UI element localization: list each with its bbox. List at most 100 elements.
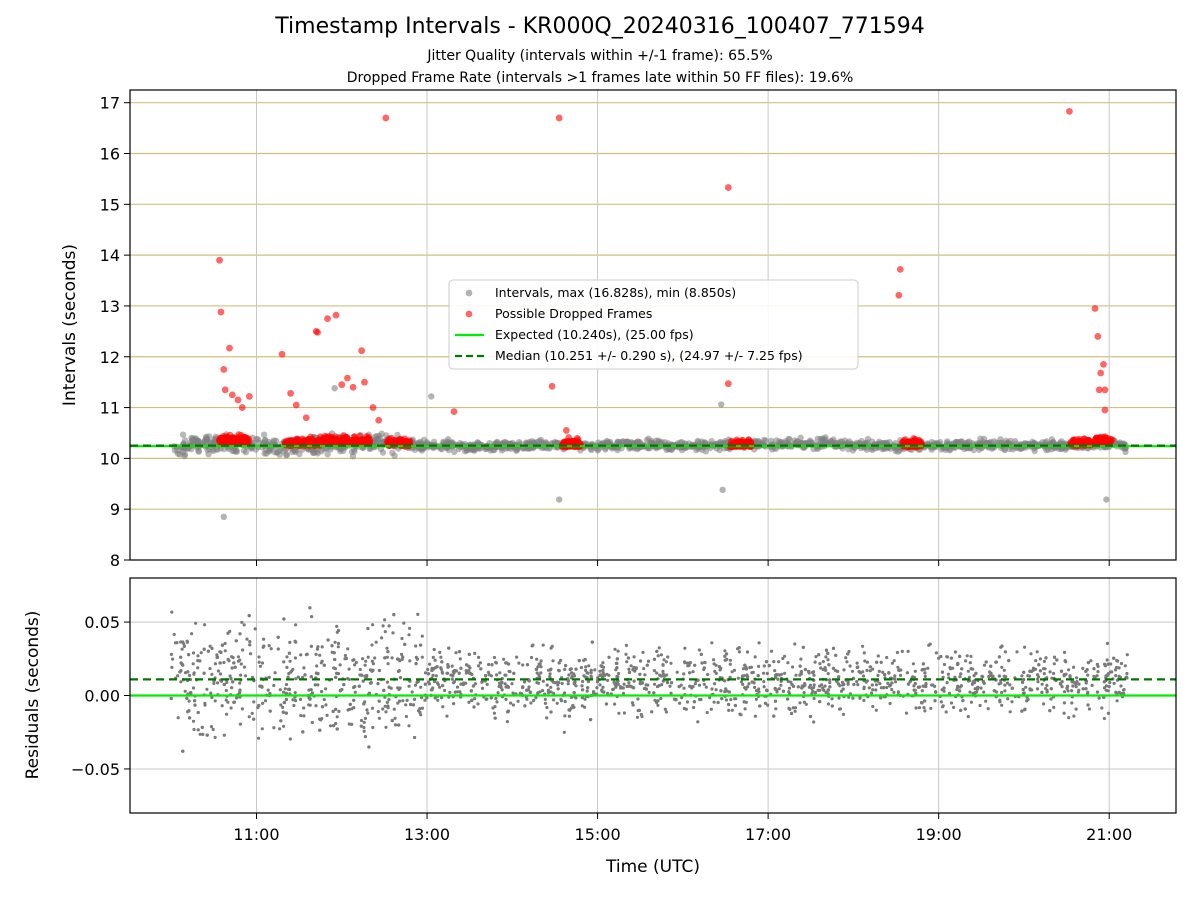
residual-point: [557, 669, 561, 673]
residual-point: [982, 681, 986, 685]
interval-point: [849, 447, 857, 454]
residual-point: [415, 657, 419, 661]
residual-point: [1102, 716, 1106, 721]
residual-point: [476, 702, 480, 706]
residual-point: [459, 682, 463, 686]
residual-point: [787, 686, 792, 690]
residual-point: [688, 661, 693, 665]
residual-point: [386, 650, 390, 654]
residual-point: [262, 637, 266, 641]
residual-point: [1115, 699, 1119, 703]
residual-point: [1020, 709, 1024, 713]
residual-point: [1070, 701, 1074, 705]
residual-point: [226, 700, 230, 704]
residual-point: [433, 696, 437, 700]
residual-point: [979, 686, 983, 690]
residual-point: [767, 664, 771, 668]
residual-point: [1037, 663, 1041, 667]
interval-point: [623, 438, 630, 445]
residual-point: [773, 669, 777, 673]
residual-point: [714, 688, 718, 692]
residual-point: [1095, 674, 1099, 678]
residual-point: [205, 687, 209, 691]
interval-point: [1048, 446, 1055, 453]
residual-point: [250, 711, 254, 716]
residual-point: [282, 660, 286, 664]
residual-point: [203, 623, 207, 627]
residual-point: [347, 722, 351, 726]
residual-point: [287, 651, 291, 655]
residual-point: [231, 680, 235, 684]
residual-point: [281, 705, 285, 710]
residual-point: [754, 697, 759, 701]
residual-point: [631, 668, 635, 672]
dropped-frame-point: [332, 311, 340, 319]
residual-point: [569, 667, 573, 671]
residual-point: [499, 685, 503, 690]
residual-point: [420, 706, 424, 710]
residual-point: [645, 663, 649, 667]
residual-point: [294, 699, 298, 703]
residual-point: [377, 716, 381, 720]
residual-point: [846, 652, 850, 656]
interval-point: [556, 496, 563, 503]
residual-point: [418, 707, 422, 711]
interval-point: [964, 439, 971, 446]
residual-point: [997, 655, 1002, 659]
residual-point: [218, 661, 222, 665]
residual-point: [523, 680, 527, 684]
residual-point: [824, 668, 828, 672]
residual-point: [371, 668, 375, 672]
residual-point: [657, 646, 661, 650]
interval-point: [864, 435, 872, 443]
residual-point: [647, 690, 651, 695]
residual-point: [252, 717, 256, 721]
residual-point: [710, 687, 714, 691]
residual-point: [589, 670, 593, 675]
residual-point: [238, 691, 242, 695]
residual-point: [367, 745, 371, 749]
residual-point: [281, 710, 285, 714]
residual-point: [911, 662, 916, 666]
residual-point: [1002, 668, 1006, 672]
residual-point: [536, 691, 540, 695]
residual-point: [404, 714, 408, 719]
residual-point: [292, 703, 296, 708]
residual-point: [583, 705, 587, 709]
interval-point: [980, 439, 987, 446]
residual-point: [920, 701, 924, 705]
residual-point: [240, 707, 244, 711]
residual-point: [878, 682, 882, 686]
residual-point: [592, 690, 596, 694]
residual-point: [362, 720, 366, 725]
residual-point: [863, 659, 867, 663]
residual-point: [870, 683, 874, 687]
residual-point: [1055, 658, 1059, 662]
interval-point: [348, 448, 356, 456]
residual-point: [459, 666, 463, 670]
residual-point: [1096, 670, 1100, 674]
residual-point: [549, 685, 553, 690]
residual-point: [1023, 645, 1027, 649]
residual-point: [377, 699, 381, 703]
residual-point: [230, 666, 234, 670]
residual-point: [391, 631, 395, 635]
residual-point: [702, 667, 706, 672]
residual-point: [420, 696, 424, 700]
residual-point: [669, 661, 673, 665]
residual-point: [1029, 652, 1033, 656]
bottom-reference-lines: [130, 678, 1176, 697]
residual-point: [684, 707, 688, 711]
residual-point: [615, 657, 619, 661]
residual-point: [834, 653, 838, 658]
interval-point: [718, 401, 725, 408]
interval-point: [716, 446, 723, 454]
residual-point: [381, 624, 385, 628]
interval-point: [1011, 438, 1019, 445]
interval-point: [773, 437, 780, 444]
residual-point: [465, 663, 469, 667]
residual-point: [1114, 665, 1119, 670]
residual-point: [198, 732, 202, 736]
residual-point: [215, 655, 220, 659]
legend-label: Possible Dropped Frames: [495, 306, 652, 321]
